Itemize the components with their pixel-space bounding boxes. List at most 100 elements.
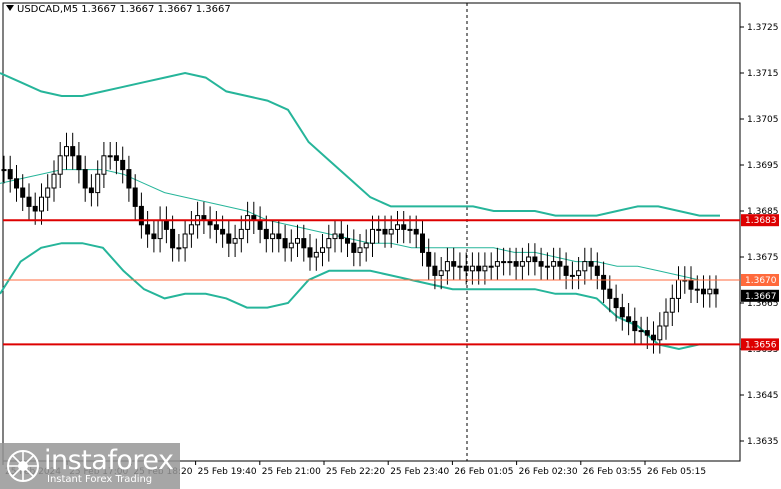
candle-body — [432, 265, 438, 276]
candle-body — [64, 146, 69, 157]
instaforex-logo: instaforex Instant Forex Trading — [0, 443, 180, 489]
candle-body — [451, 261, 457, 267]
candle-body — [382, 228, 388, 235]
candle-body — [88, 187, 94, 194]
y-tick-label: 1.3675 — [747, 253, 779, 263]
candle-body — [245, 215, 251, 230]
symbol-ohlc-text: USDCAD,M5 1.3667 1.3667 1.3667 1.3667 — [17, 4, 231, 15]
candle-body — [607, 288, 613, 299]
symbol-info: USDCAD,M5 1.3667 1.3667 1.3667 1.3667 — [6, 4, 231, 15]
candle-body — [694, 288, 700, 291]
candle-body — [332, 233, 338, 240]
candle-body — [594, 265, 600, 276]
candle-body — [363, 242, 369, 249]
price-line-label: 1.3670 — [745, 276, 777, 286]
candle-body — [32, 205, 38, 212]
price-line-label-bg — [741, 274, 779, 286]
candle-body — [513, 261, 519, 267]
candle-body — [644, 330, 650, 336]
candle-body — [532, 256, 538, 263]
candle-body — [95, 173, 101, 194]
candle-body — [663, 311, 669, 327]
candle-body — [576, 270, 582, 276]
candle-body — [213, 224, 219, 230]
x-tick-label: 26 Feb 03:55 — [583, 467, 642, 477]
y-tick-label: 1.3685 — [747, 207, 779, 217]
level-label-bg — [741, 338, 779, 351]
candle-body — [557, 261, 563, 267]
candle-body — [326, 238, 332, 249]
candle-body — [282, 238, 288, 249]
candle-body — [82, 169, 88, 189]
candle-body — [676, 279, 681, 299]
candle-body — [538, 261, 544, 267]
candle-body — [544, 265, 550, 268]
candle-body — [638, 330, 644, 333]
candle-body — [601, 274, 607, 290]
candle-body — [507, 261, 513, 264]
candle-body — [20, 187, 26, 198]
candle-body — [313, 251, 319, 258]
candle-body — [351, 242, 357, 253]
candle-body — [501, 261, 507, 264]
candle-body — [1, 169, 7, 172]
candle-body — [707, 288, 713, 295]
candle-body — [238, 228, 244, 240]
candle-body — [457, 265, 463, 268]
candle-body — [619, 307, 625, 318]
candle-body — [132, 187, 138, 207]
candle-body — [7, 169, 13, 180]
candle-body — [651, 334, 656, 341]
candle-body — [426, 251, 432, 267]
bollinger-upper-line — [0, 71, 720, 217]
candle-body — [626, 316, 632, 322]
candle-body — [688, 279, 694, 290]
candle-body — [551, 261, 557, 267]
candle-body — [101, 155, 107, 175]
x-tick-label: 25 Feb 19:40 — [198, 467, 257, 477]
candle-body — [14, 178, 19, 189]
bollinger-lower-line — [0, 242, 720, 351]
candle-body — [563, 265, 569, 276]
candle-body — [76, 155, 82, 171]
candle-body — [345, 238, 350, 244]
candle-body — [713, 288, 719, 295]
candle-body — [395, 224, 400, 230]
candle-body — [226, 233, 232, 244]
candle-body — [482, 265, 488, 272]
candle-body — [407, 228, 413, 231]
current-price-label: 1.3667 — [745, 292, 777, 302]
candle-body — [288, 242, 294, 249]
x-tick-label: 25 Feb 23:40 — [390, 467, 449, 477]
candle-body — [257, 219, 263, 230]
candle-body — [488, 265, 494, 268]
candle-body — [701, 288, 706, 295]
candle-body — [413, 228, 419, 235]
x-tick-label: 26 Feb 02:30 — [519, 467, 578, 477]
logo-name: instaforex — [44, 445, 174, 476]
candle-body — [295, 238, 300, 244]
current-price-bg — [741, 289, 779, 302]
symbol-triangle-icon — [6, 4, 14, 15]
level-label: 1.3683 — [745, 216, 777, 226]
candle-body — [494, 261, 500, 267]
candle-body — [307, 247, 313, 258]
candle-body — [338, 233, 344, 240]
candle-body — [39, 196, 44, 212]
candle-body — [51, 173, 57, 189]
candle-body — [632, 320, 638, 332]
candle-body — [57, 155, 63, 175]
candle-body — [182, 233, 188, 249]
candle-body — [469, 265, 475, 272]
x-tick-label: 25 Feb 21:00 — [262, 467, 321, 477]
candle-body — [126, 169, 132, 189]
candle-body — [301, 238, 307, 249]
x-tick-label: 26 Feb 05:15 — [647, 467, 706, 477]
candle-body — [388, 228, 394, 235]
candle-body — [613, 297, 619, 309]
candle-body — [263, 228, 269, 240]
candle-body — [401, 224, 407, 230]
candle-body — [170, 228, 176, 249]
